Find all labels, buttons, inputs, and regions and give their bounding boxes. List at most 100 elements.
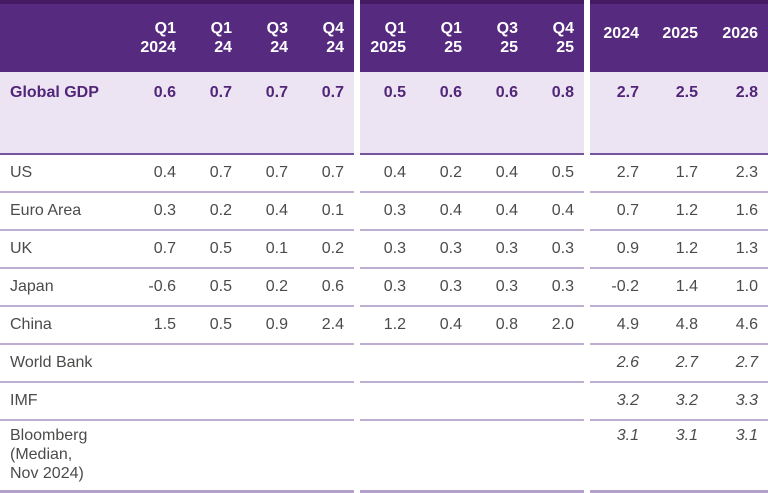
value-cell: [130, 382, 186, 421]
header-q3-24: Q3 24: [242, 0, 298, 72]
header-year-2025: 2025: [649, 0, 708, 72]
value-cell: 0.5: [360, 72, 416, 155]
header-q3-25: Q3 25: [472, 0, 528, 72]
value-cell: 0.7: [298, 154, 354, 193]
table-row-us: US 0.4 0.7 0.7 0.7 0.4 0.2 0.4 0.5 2.7 1…: [0, 154, 768, 193]
group-divider: [354, 268, 360, 306]
group-divider: [354, 420, 360, 492]
row-label: Global GDP: [0, 72, 130, 155]
value-cell: 0.2: [298, 230, 354, 269]
value-cell: 0.5: [186, 306, 242, 345]
value-cell: 2.8: [708, 72, 768, 155]
value-cell: 0.7: [242, 154, 298, 193]
value-cell: [472, 344, 528, 383]
value-cell: [186, 382, 242, 421]
value-cell: 0.2: [242, 268, 298, 307]
header-year-2024: 2024: [590, 0, 649, 72]
value-cell: 0.3: [472, 230, 528, 269]
value-cell: 0.3: [472, 268, 528, 307]
value-cell: 0.7: [298, 72, 354, 155]
value-cell: [130, 344, 186, 383]
group-divider: [584, 268, 590, 306]
value-cell: 1.6: [708, 192, 768, 231]
value-cell: [528, 382, 584, 421]
group-divider: [354, 344, 360, 382]
row-label: Bloomberg (Median, Nov 2024): [0, 420, 130, 493]
value-cell: 0.6: [472, 72, 528, 155]
value-cell: [472, 382, 528, 421]
value-cell: 1.4: [649, 268, 708, 307]
value-cell: 0.4: [242, 192, 298, 231]
value-cell: 3.1: [649, 420, 708, 493]
value-cell: [360, 344, 416, 383]
table-row-japan: Japan -0.6 0.5 0.2 0.6 0.3 0.3 0.3 0.3 -…: [0, 268, 768, 307]
value-cell: [186, 420, 242, 493]
value-cell: 0.6: [130, 72, 186, 155]
group-divider: [584, 2, 590, 72]
header-q4-24: Q4 24: [298, 0, 354, 72]
table-row-euro-area: Euro Area 0.3 0.2 0.4 0.1 0.3 0.4 0.4 0.…: [0, 192, 768, 231]
group-divider: [354, 306, 360, 344]
value-cell: 3.1: [590, 420, 649, 493]
value-cell: [528, 344, 584, 383]
value-cell: [298, 382, 354, 421]
value-cell: 0.4: [416, 306, 472, 345]
value-cell: 0.7: [242, 72, 298, 155]
value-cell: 0.5: [528, 154, 584, 193]
row-label: World Bank: [0, 344, 130, 383]
row-label: China: [0, 306, 130, 345]
header-label-cell: [0, 0, 130, 72]
value-cell: 0.8: [528, 72, 584, 155]
header-q1-2024: Q1 2024: [130, 0, 186, 72]
value-cell: 0.2: [186, 192, 242, 231]
value-cell: [242, 344, 298, 383]
group-divider: [584, 230, 590, 268]
group-divider: [354, 230, 360, 268]
value-cell: 0.3: [360, 230, 416, 269]
table-row-bloomberg: Bloomberg (Median, Nov 2024) 3.1 3.1 3.1: [0, 420, 768, 493]
value-cell: 0.3: [416, 268, 472, 307]
value-cell: [472, 420, 528, 493]
header-q4-25: Q4 25: [528, 0, 584, 72]
value-cell: 0.4: [360, 154, 416, 193]
value-cell: 2.7: [590, 72, 649, 155]
value-cell: 0.4: [416, 192, 472, 231]
header-year-2026: 2026: [708, 0, 768, 72]
value-cell: 0.3: [130, 192, 186, 231]
value-cell: 0.4: [528, 192, 584, 231]
row-label: Euro Area: [0, 192, 130, 231]
group-divider: [584, 306, 590, 344]
value-cell: 0.6: [416, 72, 472, 155]
row-label: UK: [0, 230, 130, 269]
group-divider: [584, 382, 590, 420]
table-row-uk: UK 0.7 0.5 0.1 0.2 0.3 0.3 0.3 0.3 0.9 1…: [0, 230, 768, 269]
value-cell: 2.0: [528, 306, 584, 345]
value-cell: 0.3: [360, 192, 416, 231]
value-cell: 0.2: [416, 154, 472, 193]
value-cell: 0.1: [242, 230, 298, 269]
value-cell: [186, 344, 242, 383]
table-row-china: China 1.5 0.5 0.9 2.4 1.2 0.4 0.8 2.0 4.…: [0, 306, 768, 345]
value-cell: 0.5: [186, 268, 242, 307]
value-cell: 0.7: [590, 192, 649, 231]
group-divider: [354, 192, 360, 230]
group-divider: [584, 154, 590, 192]
value-cell: 0.8: [472, 306, 528, 345]
value-cell: [360, 382, 416, 421]
header-q1-24: Q1 24: [186, 0, 242, 72]
value-cell: 4.6: [708, 306, 768, 345]
group-divider: [584, 420, 590, 492]
group-divider: [354, 154, 360, 192]
value-cell: [360, 420, 416, 493]
value-cell: [416, 382, 472, 421]
value-cell: 0.9: [590, 230, 649, 269]
value-cell: 3.1: [708, 420, 768, 493]
value-cell: 2.6: [590, 344, 649, 383]
value-cell: 0.3: [416, 230, 472, 269]
value-cell: 3.2: [590, 382, 649, 421]
value-cell: 1.2: [649, 192, 708, 231]
value-cell: [416, 344, 472, 383]
group-divider: [584, 344, 590, 382]
row-label: US: [0, 154, 130, 193]
row-label: Japan: [0, 268, 130, 307]
